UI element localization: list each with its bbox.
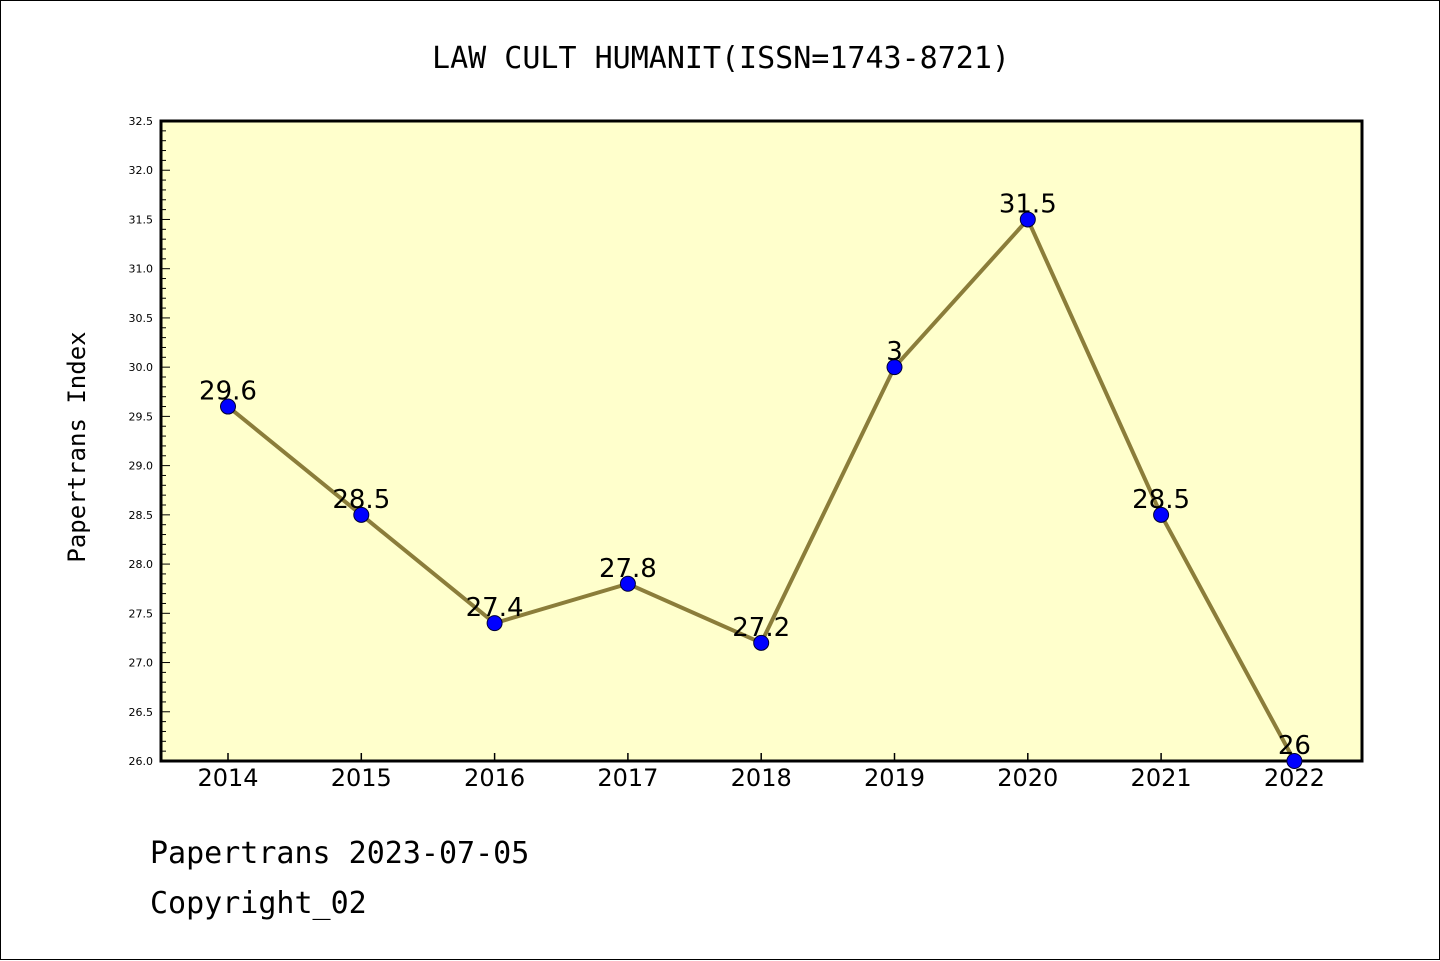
y-tick-label: 32.0 <box>129 164 154 177</box>
data-point <box>886 359 903 376</box>
x-tick-label: 2014 <box>197 764 258 792</box>
y-tick-label: 27.0 <box>129 657 154 670</box>
data-point <box>486 615 503 632</box>
y-tick-label: 28.5 <box>129 509 154 522</box>
data-point <box>1153 506 1170 523</box>
y-tick-label: 32.5 <box>129 115 154 128</box>
x-tick-label: 2018 <box>731 764 792 792</box>
data-label: 28.5 <box>1132 485 1190 515</box>
plot-area <box>159 119 1364 763</box>
y-tick-label: 30.5 <box>129 312 154 325</box>
data-point <box>1019 211 1036 228</box>
data-label: 31.5 <box>999 189 1057 219</box>
x-tick-label: 2017 <box>597 764 658 792</box>
chart-title: LAW CULT HUMANIT(ISSN=1743-8721) <box>432 41 1010 76</box>
series-index: 29.6 28.5 27.4 27.8 27.2 3 31.5 28.5 26 <box>199 189 1311 769</box>
y-tick-label: 29.0 <box>129 460 154 473</box>
x-tick-label: 2016 <box>464 764 525 792</box>
y-tick-label: 26.5 <box>129 706 154 719</box>
data-point <box>353 506 370 523</box>
data-point <box>753 634 770 651</box>
data-point <box>1286 753 1303 769</box>
data-label: 29.6 <box>199 377 257 407</box>
footer-copyright: Copyright_02 <box>150 886 367 921</box>
data-label: 26 <box>1278 731 1311 761</box>
y-axis-label: Papertrans Index <box>63 331 91 562</box>
data-point <box>619 575 636 592</box>
y-tick-label: 31.5 <box>129 213 154 226</box>
y-tick-label: 31.0 <box>129 263 154 276</box>
x-tick-label: 2020 <box>997 764 1058 792</box>
data-label: 27.8 <box>599 554 657 584</box>
data-label: 28.5 <box>332 485 390 515</box>
y-tick-label: 28.0 <box>129 558 154 571</box>
y-tick-label: 26.0 <box>129 755 154 768</box>
data-label: 27.4 <box>466 593 524 623</box>
footer-date-line: Papertrans 2023-07-05 <box>150 836 530 871</box>
x-tick-label: 2019 <box>864 764 925 792</box>
y-tick-label: 27.5 <box>129 607 154 620</box>
data-label: 27.2 <box>732 613 790 643</box>
data-label: 3 <box>886 337 903 367</box>
x-tick-label: 2021 <box>1131 764 1192 792</box>
x-tick-label: 2015 <box>331 764 392 792</box>
y-tick-label: 29.5 <box>129 410 154 423</box>
y-axis-ticks: 26.0 26.5 27.0 27.5 28.0 28.5 29.0 29.5 30.0 30.5… <box>129 115 170 768</box>
y-tick-label: 30.0 <box>129 361 154 374</box>
data-point <box>220 398 236 415</box>
